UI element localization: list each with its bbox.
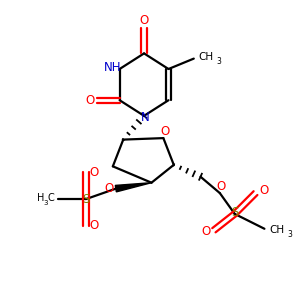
Text: S: S xyxy=(82,193,90,206)
Text: O: O xyxy=(90,166,99,179)
Text: CH: CH xyxy=(269,225,284,235)
Text: 3: 3 xyxy=(43,200,48,206)
Text: NH: NH xyxy=(104,61,122,74)
Text: 3: 3 xyxy=(217,57,221,66)
Text: O: O xyxy=(217,180,226,193)
Text: H: H xyxy=(37,193,44,203)
Text: CH: CH xyxy=(199,52,214,62)
Text: N: N xyxy=(141,111,149,124)
Text: O: O xyxy=(259,184,268,196)
Text: O: O xyxy=(201,225,211,238)
Text: O: O xyxy=(160,125,170,138)
Text: O: O xyxy=(90,219,99,232)
Text: C: C xyxy=(48,193,55,203)
Text: O: O xyxy=(85,94,94,107)
Text: O: O xyxy=(140,14,149,27)
Polygon shape xyxy=(115,183,152,192)
Text: 3: 3 xyxy=(287,230,292,239)
Text: O: O xyxy=(105,182,114,195)
Text: S: S xyxy=(231,206,238,219)
